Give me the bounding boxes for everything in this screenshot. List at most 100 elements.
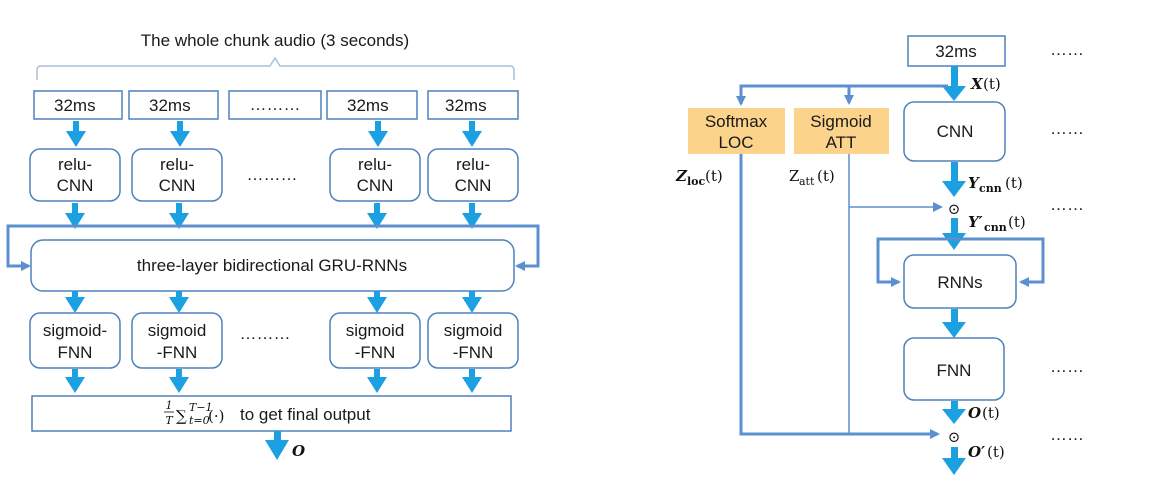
arrow-fnn-avg-3 bbox=[367, 369, 387, 393]
arrow-cnn-odot1 bbox=[942, 162, 966, 197]
svg-text:(t): (t) bbox=[1005, 174, 1023, 192]
avg-frac-num: 1 bbox=[166, 399, 173, 412]
right-fnn-block: FNN bbox=[903, 337, 1005, 401]
rnn-loop-right bbox=[514, 224, 540, 271]
svg-text:ATT: ATT bbox=[826, 133, 857, 152]
odot-operator-1: ⊙ bbox=[948, 200, 961, 218]
svg-text:-FNN: -FNN bbox=[453, 343, 494, 362]
frame-box-2: 32ms bbox=[128, 90, 219, 120]
svg-text:CNN: CNN bbox=[57, 176, 94, 195]
zatt-label: Z att (t) bbox=[789, 167, 835, 188]
svg-text:………: ……… bbox=[250, 95, 301, 114]
svg-text:relu-: relu- bbox=[58, 155, 92, 174]
arrow-fnn-avg-4 bbox=[462, 369, 482, 393]
right-rnns-block: RNNs bbox=[903, 254, 1017, 309]
dots-row-5: …… bbox=[1050, 425, 1084, 444]
svg-text:32ms: 32ms bbox=[149, 96, 191, 115]
sigmoid-fnn-block-4: sigmoid -FNN bbox=[427, 312, 519, 369]
svg-text:(t): (t) bbox=[817, 167, 835, 185]
right-rnn-loop-left bbox=[876, 237, 954, 287]
frame-box-3: 32ms bbox=[326, 90, 418, 120]
arrow-frame-cnn-4 bbox=[462, 121, 482, 147]
odot-operator-2: ⊙ bbox=[948, 428, 961, 446]
svg-text:RNNs: RNNs bbox=[937, 273, 982, 292]
avg-sum-sup: T−1 bbox=[189, 401, 213, 414]
sigmoid-att-box: Sigmoid ATT bbox=[794, 108, 889, 154]
avg-sum-sub: t=0 bbox=[189, 414, 210, 427]
arrow-odot1-rnn bbox=[942, 218, 966, 250]
dots-row-3: …… bbox=[1050, 195, 1084, 214]
o-t-label: O (t) bbox=[968, 404, 1000, 422]
arrow-rnn-fnn-1 bbox=[65, 291, 85, 313]
svg-text:FNN: FNN bbox=[58, 343, 93, 362]
gru-rnn-block: three-layer bidirectional GRU-RNNs bbox=[30, 239, 515, 292]
svg-text:CNN: CNN bbox=[455, 176, 492, 195]
relu-cnn-block-2: relu- CNN bbox=[131, 148, 223, 202]
average-output-box: 1 T ∑ T−1 t=0 (·) to get final output bbox=[31, 395, 512, 432]
ycnn-prime-label: Y′ cnn (t) bbox=[968, 213, 1026, 234]
svg-text:-FNN: -FNN bbox=[355, 343, 396, 362]
frame-box-ellipsis: ……… bbox=[228, 90, 322, 120]
svg-text:cnn: cnn bbox=[984, 221, 1007, 234]
arrow-rnn-fnn-4 bbox=[462, 291, 482, 313]
branch-line-top bbox=[736, 84, 948, 106]
svg-text:relu-: relu- bbox=[160, 155, 194, 174]
svg-text:-FNN: -FNN bbox=[157, 343, 198, 362]
o-prime-label: O′ (t) bbox=[968, 443, 1005, 461]
svg-text:CNN: CNN bbox=[937, 122, 974, 141]
dots-row-2: …… bbox=[1050, 119, 1084, 138]
svg-text:(t): (t) bbox=[982, 404, 1000, 422]
relu-cnn-block-1: relu- CNN bbox=[29, 148, 121, 202]
svg-text:(t): (t) bbox=[705, 167, 723, 185]
svg-text:32ms: 32ms bbox=[54, 96, 96, 115]
avg-frac-den: T bbox=[165, 414, 174, 427]
arrow-rnn-fnn-right bbox=[942, 309, 966, 338]
svg-text:(t): (t) bbox=[987, 443, 1005, 461]
svg-text:CNN: CNN bbox=[159, 176, 196, 195]
sigmoid-fnn-block-3: sigmoid -FNN bbox=[329, 312, 421, 369]
chunk-brace bbox=[36, 56, 515, 80]
arrow-final-output bbox=[265, 431, 289, 460]
arrow-rnn-fnn-2 bbox=[169, 291, 189, 313]
arrow-fnn-avg-1 bbox=[65, 369, 85, 393]
arrow-frame-cnn-2 bbox=[170, 121, 190, 147]
chunk-title: The whole chunk audio (3 seconds) bbox=[141, 31, 409, 50]
arrow-fnn-odot2 bbox=[942, 401, 966, 424]
svg-text:Sigmoid: Sigmoid bbox=[810, 112, 871, 131]
arrow-cnn-rnn-2 bbox=[169, 203, 189, 229]
arrow-rnn-fnn-3 bbox=[367, 291, 387, 313]
svg-text:att: att bbox=[799, 175, 815, 188]
ycnn-label: Y cnn (t) bbox=[968, 174, 1023, 195]
svg-text:relu-: relu- bbox=[358, 155, 392, 174]
x-t-label: X (t) bbox=[970, 75, 1001, 93]
svg-text:sigmoid: sigmoid bbox=[346, 321, 405, 340]
rnn-loop-left bbox=[6, 224, 31, 271]
svg-text:CNN: CNN bbox=[357, 176, 394, 195]
sigmoid-fnn-block-2: sigmoid -FNN bbox=[131, 312, 223, 369]
svg-text:FNN: FNN bbox=[937, 361, 972, 380]
zloc-label: Z loc (t) bbox=[675, 167, 723, 188]
arrow-frame-cnn-1 bbox=[66, 121, 86, 147]
arrow-frame-cnn-3 bbox=[368, 121, 388, 147]
svg-text:Y: Y bbox=[968, 174, 980, 192]
svg-text:Z: Z bbox=[789, 167, 799, 185]
svg-text:32ms: 32ms bbox=[935, 42, 977, 61]
frame-box-1: 32ms bbox=[33, 90, 123, 120]
arrow-fnn-avg-2 bbox=[169, 369, 189, 393]
avg-sum-symbol: ∑ bbox=[176, 407, 187, 425]
svg-text:X: X bbox=[970, 75, 984, 93]
svg-text:sigmoid: sigmoid bbox=[444, 321, 503, 340]
svg-text:(t): (t) bbox=[983, 75, 1001, 93]
svg-text:LOC: LOC bbox=[719, 133, 754, 152]
dots-row-4: …… bbox=[1050, 357, 1084, 376]
svg-text:loc: loc bbox=[687, 175, 706, 188]
svg-text:Z: Z bbox=[675, 167, 688, 185]
dots-row-1: …… bbox=[1050, 40, 1084, 59]
arrow-frame-cnn-right bbox=[942, 66, 966, 101]
softmax-loc-box: Softmax LOC bbox=[688, 108, 785, 154]
svg-text:relu-: relu- bbox=[456, 155, 490, 174]
svg-text:Y′: Y′ bbox=[968, 213, 983, 231]
right-cnn-block: CNN bbox=[903, 101, 1006, 162]
